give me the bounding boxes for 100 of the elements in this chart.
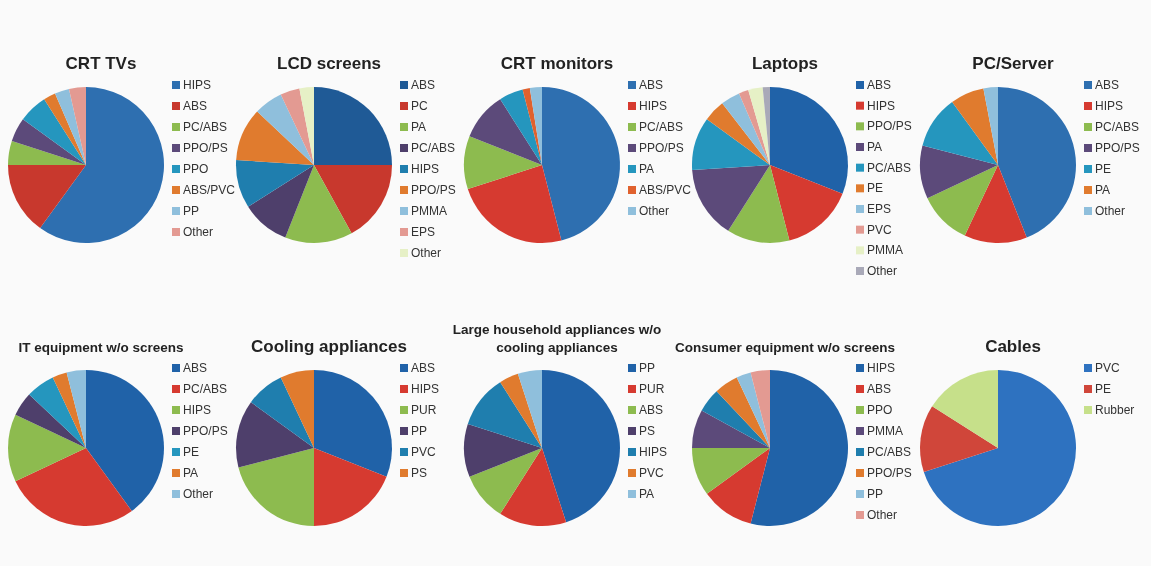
legend-label: PVC	[639, 466, 665, 480]
legend-label: HIPS	[411, 382, 440, 396]
pie-slice	[716, 377, 770, 448]
legend-label: PUR	[639, 382, 665, 396]
pie-slice	[285, 165, 352, 243]
legend-label: PVC	[411, 445, 437, 459]
legend-label: HIPS	[1095, 99, 1124, 113]
legend-label: PC	[411, 99, 428, 113]
legend-label: PPO/PS	[867, 466, 912, 480]
legend-label: PA	[867, 140, 883, 154]
legend-label: HIPS	[867, 98, 896, 113]
legend-label: PVC	[867, 222, 893, 237]
legend-label: PC/ABS	[183, 382, 228, 396]
legend-label: ABS/PVC	[639, 183, 692, 197]
pie-slice	[998, 87, 1076, 238]
legend-label: PP	[183, 204, 200, 218]
chart-title: Large household appliances w/o cooling appliances	[452, 322, 662, 355]
pie-slice	[983, 87, 998, 165]
legend-label: PS	[411, 466, 428, 480]
legend-label: PA	[183, 466, 199, 480]
pie-slice	[8, 140, 86, 165]
legend-label: PE	[867, 181, 884, 196]
pie-slice	[927, 165, 998, 236]
chart-title: IT equipment w/o screens	[18, 340, 184, 355]
legend-label: PA	[1095, 183, 1111, 197]
legend-label: Other	[867, 264, 898, 278]
pie-slice	[464, 423, 542, 477]
pie-slice	[469, 99, 542, 165]
chart-title: Laptops	[751, 54, 819, 73]
pie-slice	[500, 373, 542, 448]
legend-label: PPO/PS	[183, 424, 228, 438]
pie-slice	[920, 145, 998, 199]
pie-slice	[952, 88, 998, 165]
legend-label: Rubber	[1095, 403, 1135, 417]
pie-slice	[964, 165, 1027, 243]
pie-slice	[722, 93, 770, 165]
pie-slice	[770, 165, 843, 241]
pie-slice	[236, 402, 314, 468]
pie-slice	[66, 370, 86, 448]
legend-label: ABS	[183, 361, 208, 375]
pie-slice	[280, 370, 314, 448]
pie-slice	[11, 119, 86, 165]
legend-label: HIPS	[639, 99, 668, 113]
pie-slice	[68, 87, 86, 165]
pie-slice	[706, 448, 770, 524]
pie-slice	[923, 370, 1076, 526]
pie-slice	[22, 99, 86, 165]
legend-label: PUR	[411, 403, 437, 417]
chart-title: Cooling appliances	[251, 337, 407, 356]
legend-label: PC/ABS	[411, 141, 456, 155]
pie-slice	[15, 448, 132, 526]
legend-label: PC/ABS	[1095, 120, 1140, 134]
legend-label: PVC	[1095, 361, 1121, 375]
legend-label: PE	[183, 445, 200, 459]
legend-label: ABS	[183, 99, 208, 113]
pie-slice	[236, 111, 314, 165]
legend-label: HIPS	[183, 78, 212, 92]
legend-label: PPO/PS	[411, 183, 456, 197]
legend-label: HIPS	[639, 445, 668, 459]
pie-slice	[280, 88, 314, 165]
legend-label: PC/ABS	[639, 120, 684, 134]
legend-label: ABS	[411, 78, 436, 92]
legend-label: ABS	[1095, 78, 1120, 92]
legend-label: Other	[867, 508, 898, 522]
pie-slice	[522, 87, 542, 165]
legend-label: PPO	[867, 403, 893, 417]
pie-slice	[500, 89, 542, 165]
pie-slice	[500, 448, 567, 526]
pie-slice	[529, 87, 542, 165]
chart-title: Consumer equipment w/o screens	[675, 340, 895, 355]
legend-label: PP	[867, 487, 884, 501]
pie-slice	[257, 94, 314, 165]
legend-label: PE	[1095, 162, 1112, 176]
pie-slice	[314, 165, 392, 234]
pie-slice	[238, 448, 314, 526]
pie-slice	[314, 87, 392, 165]
pie-slice	[770, 87, 848, 194]
pie-slice	[706, 103, 770, 165]
legend-label: PA	[639, 162, 655, 176]
pie-slice	[750, 370, 770, 448]
legend-label: HIPS	[867, 361, 896, 375]
pie-slice	[701, 391, 770, 448]
pie-slice	[55, 88, 86, 165]
pie-slice	[542, 370, 620, 523]
legend-label: Other	[183, 487, 214, 501]
legend-label: PC/ABS	[867, 160, 912, 175]
legend-label: EPS	[411, 225, 436, 239]
pie-slice	[250, 377, 314, 448]
legend-label: Other	[639, 204, 670, 218]
pie-slice	[467, 382, 542, 448]
pie-slice	[932, 370, 998, 448]
pie-slice	[920, 406, 998, 473]
legend-label: PE	[1095, 382, 1112, 396]
legend-label: HIPS	[183, 403, 212, 417]
legend-label: PMMA	[867, 424, 903, 438]
pie-slice	[29, 377, 86, 448]
chart-title: Cables	[985, 337, 1041, 356]
legend-label: PMMA	[867, 243, 903, 258]
legend-label: Other	[411, 246, 442, 260]
legend-label: PC/ABS	[867, 445, 912, 459]
